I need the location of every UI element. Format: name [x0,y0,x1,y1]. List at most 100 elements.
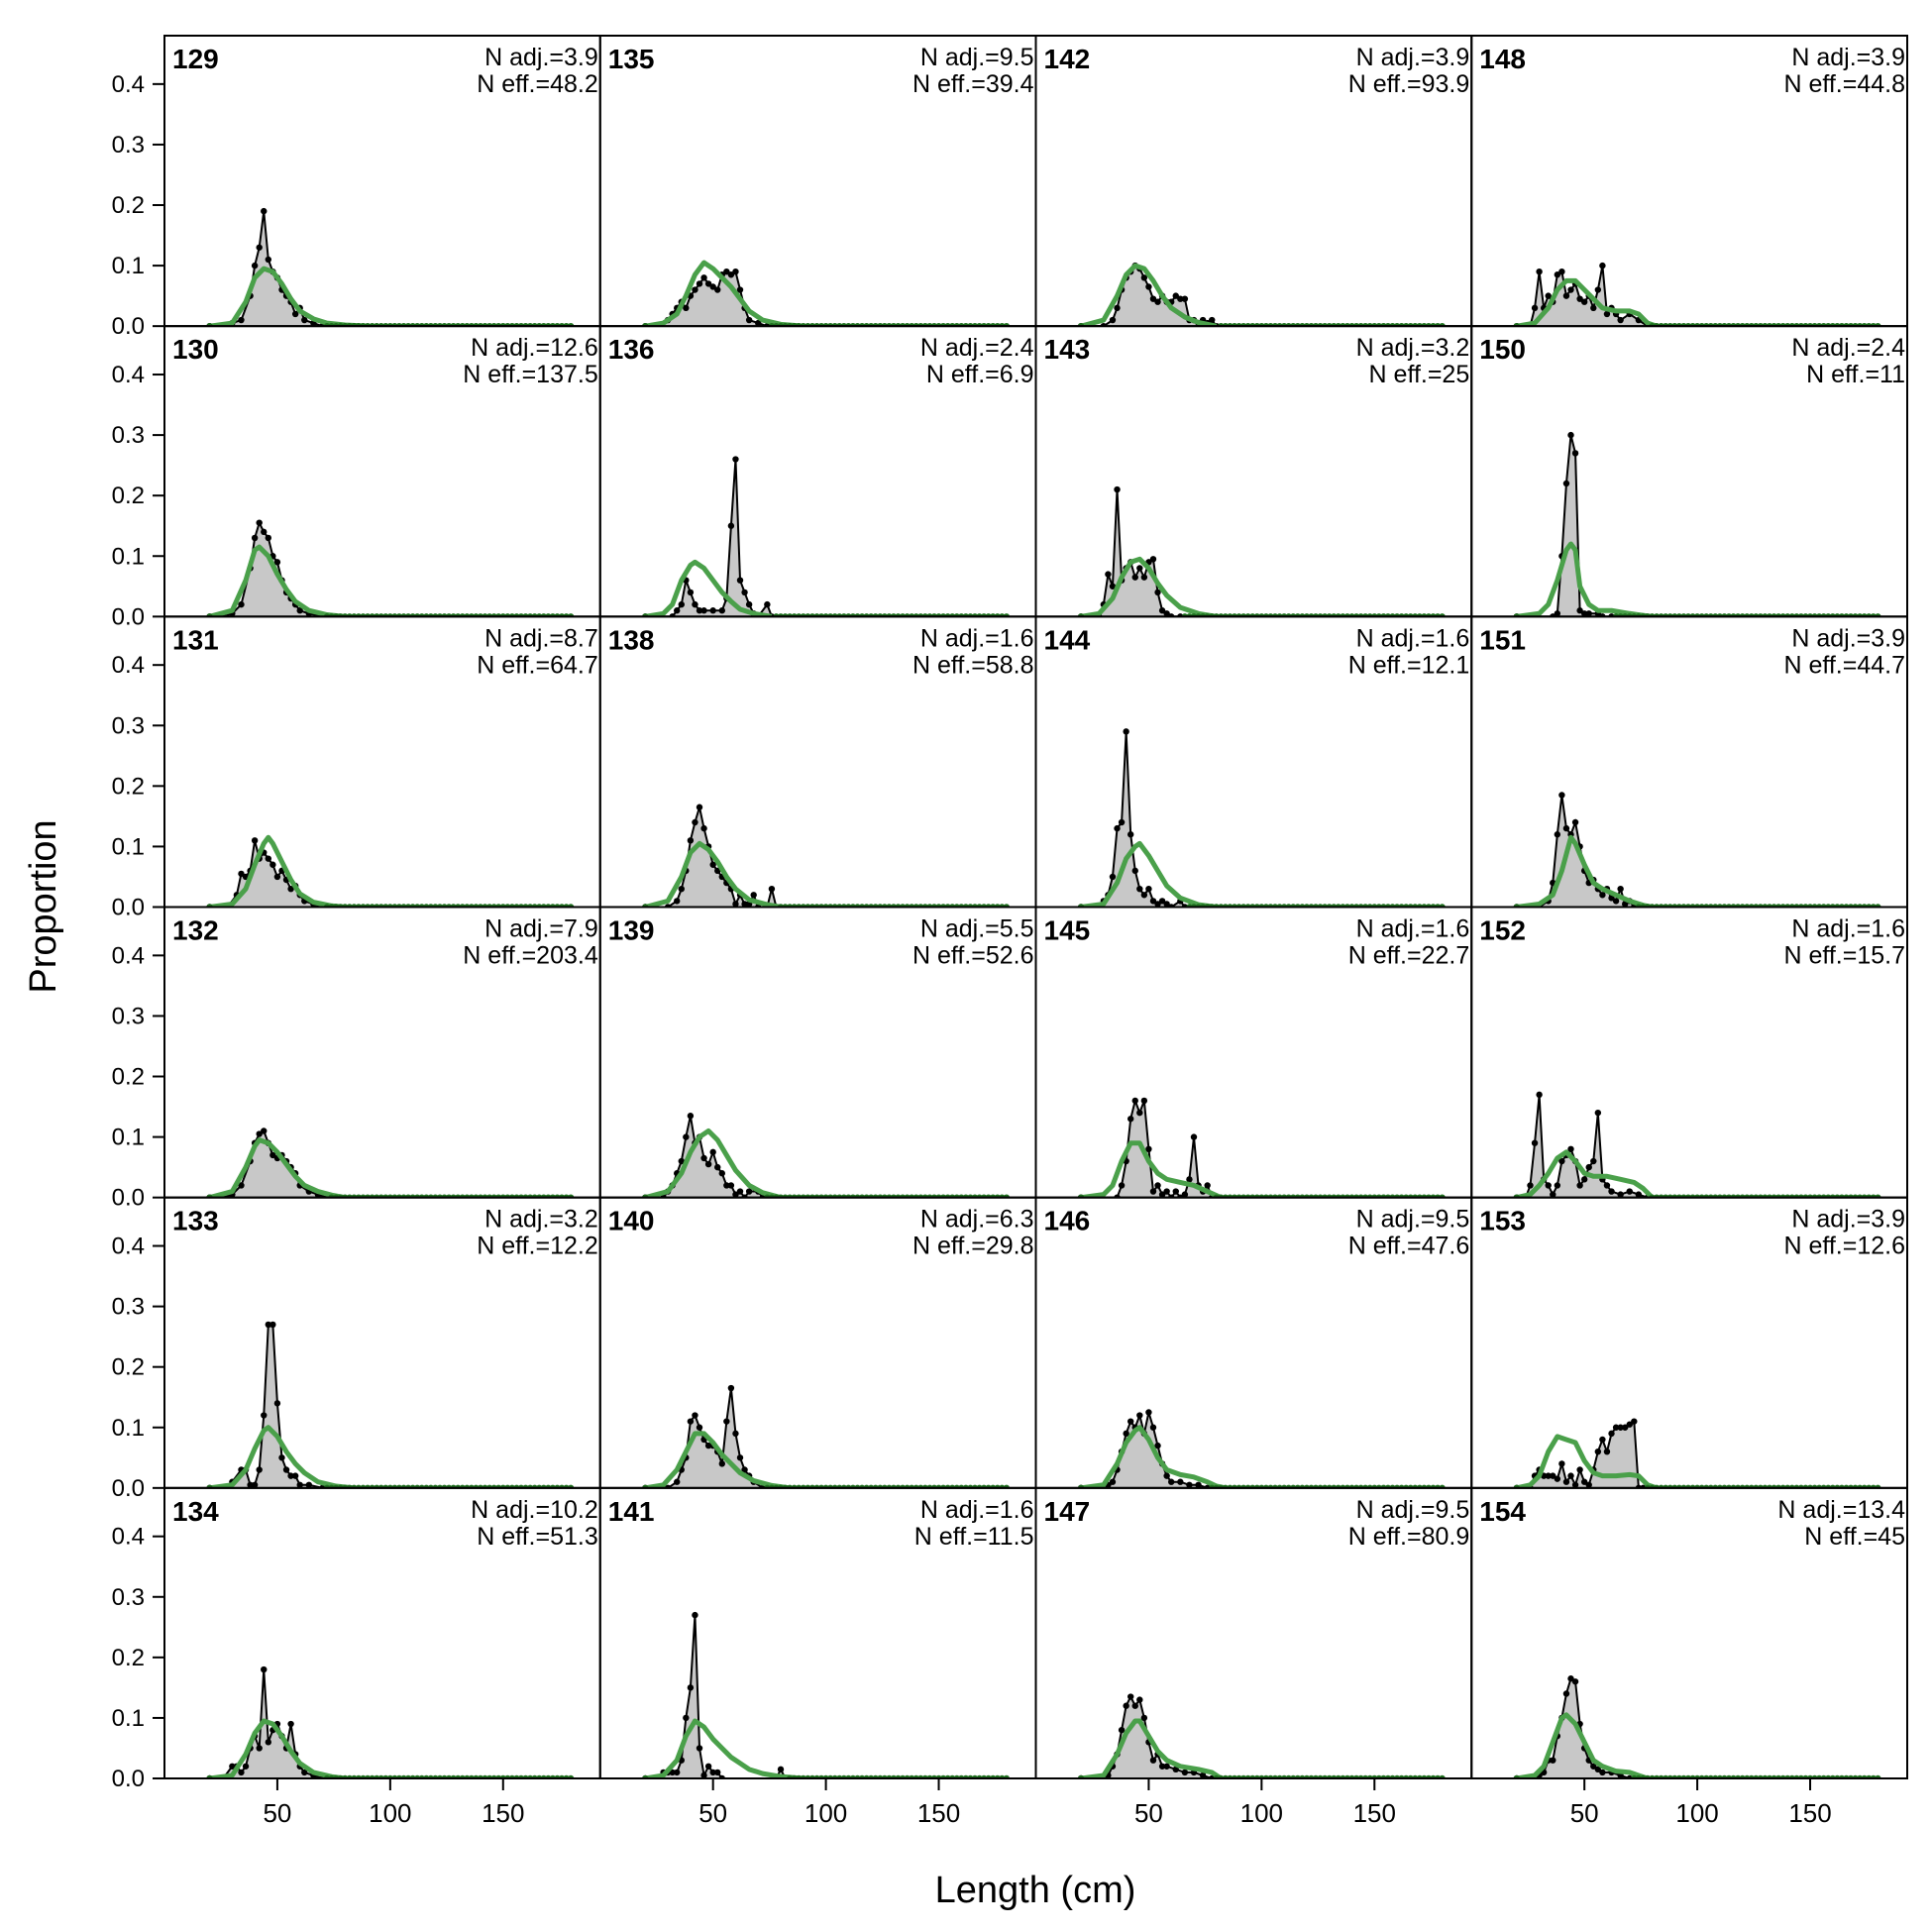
panel-id-label: 134 [172,1496,219,1527]
observed-point [1558,1157,1565,1165]
observed-point [1149,1757,1157,1764]
observed-area [1081,266,1217,327]
panel-plot-area [1035,1097,1472,1198]
observed-point [704,1160,712,1168]
observed-point [1195,1481,1202,1488]
observed-point [1127,1116,1134,1123]
y-tick-label: 0.4 [112,1524,145,1551]
observed-point [1594,1766,1602,1773]
n-adj-label: N adj.=10.2 [471,1496,598,1524]
observed-point [1149,1424,1157,1431]
observed-point [1136,565,1143,572]
observed-point [1580,1478,1588,1485]
n-adj-label: N adj.=2.4 [920,334,1034,362]
observed-point [1140,274,1148,281]
observed-point [718,607,725,614]
observed-point [1109,873,1117,881]
observed-point [269,1151,276,1159]
x-tick-label: 50 [263,1798,291,1828]
observed-point [732,456,739,463]
observed-point [1131,574,1138,581]
observed-point [745,316,753,324]
observed-point [291,310,299,318]
observed-point [696,607,703,614]
panel-id-label: 130 [172,334,219,365]
observed-point [251,262,259,269]
observed-area [1099,731,1185,908]
n-adj-label: N adj.=1.6 [920,624,1034,652]
panel-141: 141 N adj.=1.6N eff.=11.5 [598,1486,1037,1780]
observed-point [1590,1157,1597,1165]
n-adj-label: N adj.=3.9 [1791,44,1905,71]
observed-point [1105,571,1112,578]
observed-point [1527,1182,1534,1189]
observed-point [1558,268,1565,275]
observed-point [1554,271,1561,278]
observed-point [1109,583,1117,590]
observed-point [1177,295,1184,302]
observed-point [1550,1191,1556,1198]
panel-id-label: 152 [1479,915,1526,946]
observed-point [700,607,707,614]
observed-point [1626,1188,1633,1195]
observed-point [1554,1182,1561,1189]
observed-point [704,280,712,287]
observed-point [1599,1769,1606,1776]
observed-point [1149,295,1157,302]
panel-140: 140 N adj.=6.3N eff.=29.8 [598,1196,1037,1489]
observed-point [1567,1472,1574,1479]
observed-point [1585,1481,1592,1488]
observed-point [1603,1448,1611,1455]
observed-point [1576,1466,1583,1473]
n-adj-label: N adj.=1.6 [920,1496,1034,1524]
observed-point [296,607,303,614]
observed-point [1635,1191,1643,1198]
observed-point [1585,610,1592,617]
observed-point [1149,556,1157,563]
observed-point [256,244,263,251]
observed-point [1181,295,1189,302]
observed-point [287,1720,294,1728]
observed-point [1608,895,1615,902]
observed-point [1136,1696,1143,1703]
observed-point [238,870,245,878]
observed-point [1571,450,1579,457]
observed-point [278,1454,285,1461]
y-tick-label: 0.1 [112,543,145,570]
observed-point [1562,1478,1570,1485]
observed-point [1576,607,1583,614]
n-eff-label: N eff.=22.7 [1348,942,1470,970]
observed-point [736,577,744,584]
y-axis-label: Proportion [23,819,64,993]
x-tick-label: 150 [1353,1798,1396,1828]
observed-point [1599,892,1606,899]
observed-point [755,319,762,327]
observed-point [1562,480,1570,487]
observed-point [1580,610,1588,617]
observed-point [1114,485,1121,493]
observed-point [1145,283,1152,290]
observed-point [732,1430,739,1438]
observed-point [732,1191,739,1198]
y-tick-label: 0.0 [112,603,145,630]
panel-143: 143 N adj.=3.2N eff.=25 [1034,325,1473,618]
observed-point [1594,1109,1602,1117]
panel-id-label: 135 [608,44,655,74]
n-eff-label: N eff.=51.3 [477,1523,598,1551]
n-eff-label: N eff.=6.9 [926,361,1034,388]
n-eff-label: N eff.=39.4 [912,70,1034,98]
panel-id-label: 140 [608,1206,655,1236]
observed-point [1186,1176,1193,1183]
expected-line [208,1137,346,1198]
observed-point [1118,1182,1126,1189]
y-tick-label: 0.0 [112,313,145,340]
n-eff-label: N eff.=44.8 [1783,70,1905,98]
n-eff-label: N eff.=93.9 [1348,70,1470,98]
observed-point [700,274,707,281]
observed-point [1145,1145,1152,1153]
observed-point [296,1481,303,1488]
observed-point [674,1478,681,1485]
y-tick-label: 0.4 [112,652,145,679]
observed-point [229,1763,236,1770]
panel-id-label: 151 [1479,624,1526,655]
